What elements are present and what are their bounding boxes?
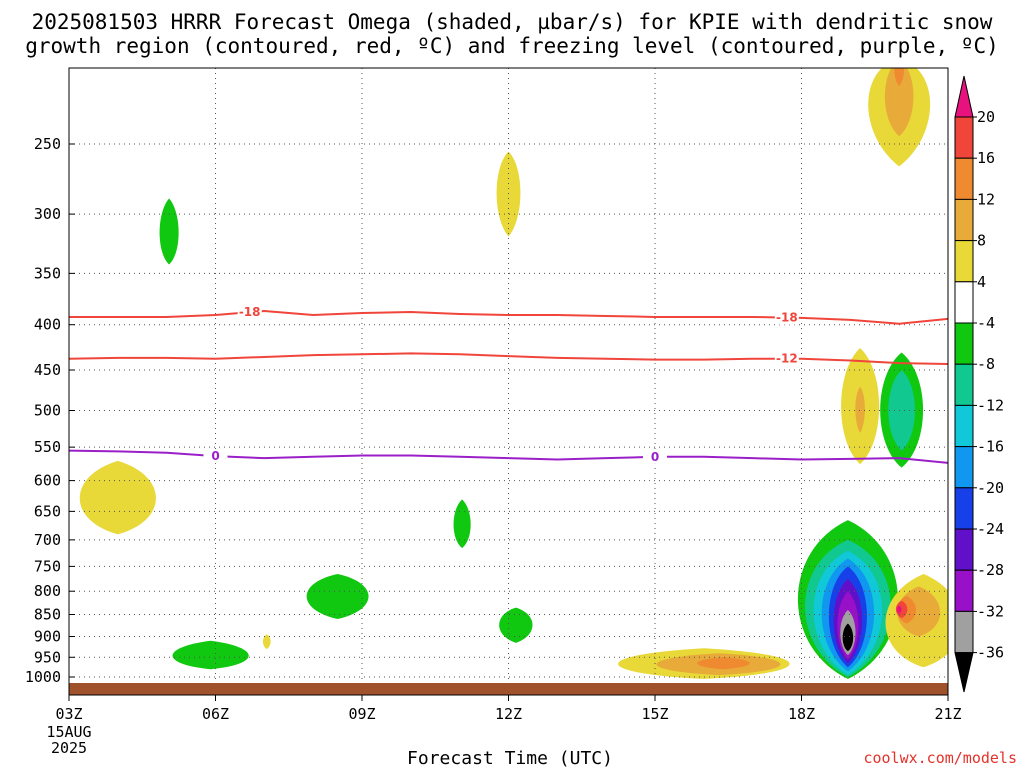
y-tick-label: 950: [34, 648, 61, 666]
colorbar-top-arrow: [954, 75, 974, 118]
y-tick-label: 850: [34, 606, 61, 624]
colorbar-swatch: [954, 157, 974, 200]
colorbar-label: 12: [977, 190, 995, 208]
colorbar-label: 16: [977, 149, 995, 167]
y-tick-label: 650: [34, 502, 61, 520]
colorbar-label: 8: [977, 232, 986, 250]
y-tick-label: 800: [34, 582, 61, 600]
colorbar-label: -4: [977, 314, 995, 332]
y-tick-label: 400: [34, 316, 61, 334]
colorbar-swatch: [954, 487, 974, 530]
x-axis-title: Forecast Time (UTC): [407, 748, 613, 768]
x-tick-date-label: 2025: [51, 739, 87, 757]
colorbar-swatch: [954, 528, 974, 571]
source-credit: coolwx.com/models: [863, 749, 1017, 767]
colorbar-swatch: [954, 198, 974, 242]
terrain-strip: [69, 683, 948, 695]
colorbar-swatch: [954, 116, 974, 159]
colorbar-label: -8: [977, 355, 995, 373]
colorbar-label: -12: [977, 396, 1004, 414]
x-tick-label: 03Z: [55, 705, 82, 723]
omega-region: [172, 640, 249, 670]
contour-label: 0: [651, 450, 659, 464]
colorbar-swatch: [954, 281, 974, 324]
x-tick-label: 15Z: [641, 705, 668, 723]
x-tick-label: 09Z: [348, 705, 375, 723]
omega-region: [894, 68, 904, 87]
contour-label: -12: [776, 352, 798, 366]
colorbar-swatch: [954, 610, 974, 654]
omega-region: [79, 460, 156, 535]
contour-label: 0: [211, 449, 219, 463]
contour-label-bg: [774, 351, 799, 366]
y-tick-label: 700: [34, 531, 61, 549]
colorbar-swatch: [954, 240, 974, 283]
omega-region: [262, 634, 271, 650]
colorbar-swatch: [954, 363, 974, 406]
contour-line: [69, 449, 948, 464]
omega-region: [499, 607, 533, 643]
y-tick-label: 550: [34, 438, 61, 456]
omega-region: [453, 499, 471, 549]
colorbar-label: -16: [977, 438, 1004, 456]
colorbar-label: -20: [977, 479, 1004, 497]
plot-area: -18 -18 -12 0 0: [69, 68, 948, 695]
omega-region: [896, 605, 902, 614]
contour-label: -18: [239, 305, 261, 319]
y-tick-label: 450: [34, 361, 61, 379]
x-tick-label: 18Z: [788, 705, 815, 723]
contour-label: -18: [776, 311, 798, 325]
colorbar-swatch: [954, 446, 974, 489]
colorbar-label: 20: [977, 108, 995, 126]
colorbar-label: -32: [977, 602, 1004, 620]
omega-region: [884, 68, 914, 137]
y-tick-label: 600: [34, 472, 61, 490]
chart-title-line-2: growth region (contoured, red, ºC) and f…: [25, 34, 999, 58]
y-tick-label: 900: [34, 627, 61, 645]
chart-title-line-1: 2025081503 HRRR Forecast Omega (shaded, …: [31, 10, 993, 34]
omega-region: [306, 574, 369, 620]
contour-label-bg: [643, 449, 667, 464]
omega-region: [159, 198, 179, 265]
y-tick-label: 1000: [25, 668, 61, 686]
colorbar-bottom-arrow: [954, 652, 974, 693]
x-tick-label: 21Z: [934, 705, 961, 723]
y-tick-label: 350: [34, 264, 61, 282]
x-tick-date-label: 15AUG: [46, 723, 91, 741]
colorbar-label: -28: [977, 561, 1004, 579]
contour-label-bg: [237, 305, 262, 320]
colorbar-label: 4: [977, 273, 986, 291]
omega-region: [895, 600, 908, 619]
contour-line: [69, 310, 948, 325]
contour-line: [69, 352, 948, 365]
y-tick-label: 500: [34, 402, 61, 420]
y-tick-label: 250: [34, 135, 61, 153]
colorbar-swatch: [954, 569, 974, 612]
x-tick-label: 06Z: [202, 705, 229, 723]
y-tick-label: 750: [34, 557, 61, 575]
omega-region: [855, 386, 865, 433]
colorbar-label: -24: [977, 520, 1004, 538]
colorbar-label: -36: [977, 644, 1004, 662]
colorbar-swatch: [954, 404, 974, 448]
omega-region: [496, 151, 521, 237]
colorbar-swatch: [954, 322, 974, 365]
omega-region: [697, 657, 750, 670]
omega-region: [888, 369, 915, 451]
contour-label-bg: [774, 310, 799, 325]
y-tick-label: 300: [34, 205, 61, 223]
omega-region: [842, 623, 854, 652]
contour-label-bg: [203, 449, 228, 464]
x-tick-label: 12Z: [495, 705, 522, 723]
